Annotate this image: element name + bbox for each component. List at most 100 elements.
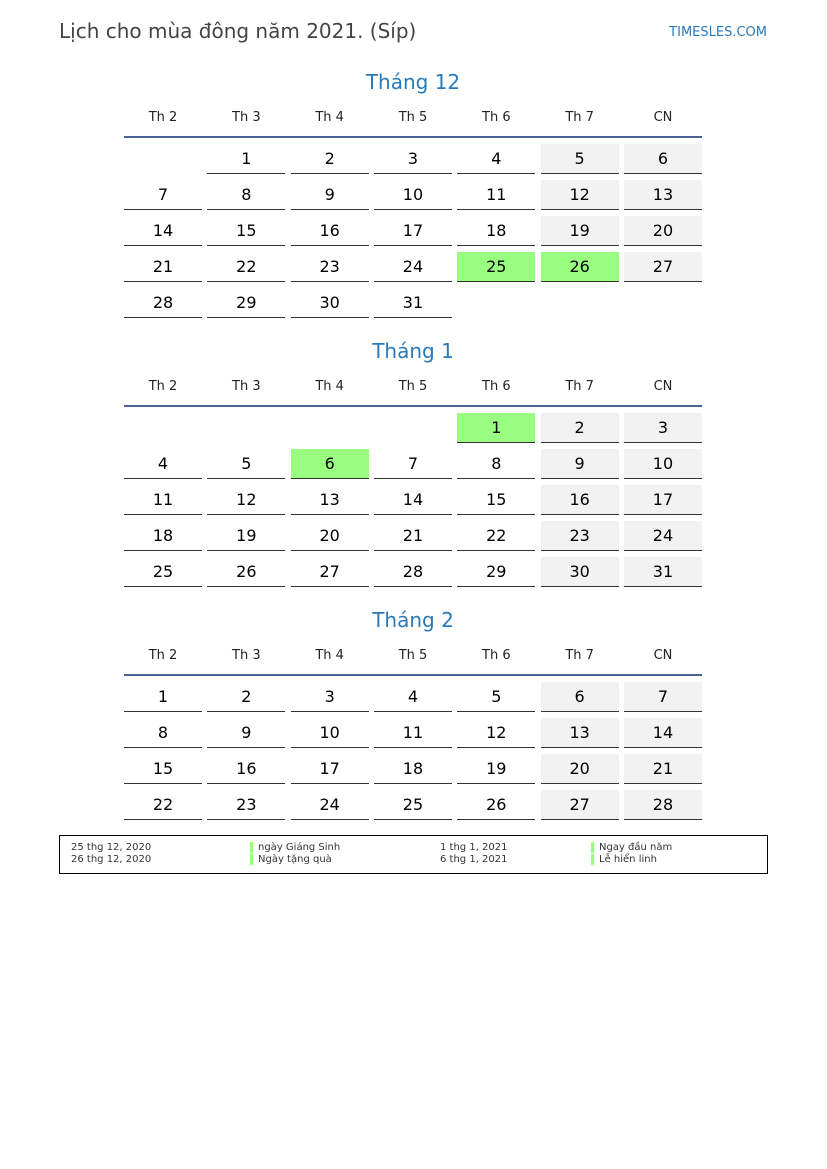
day-cell[interactable]: 3 — [623, 413, 702, 443]
day-cell[interactable]: 3 — [290, 682, 369, 712]
day-cell[interactable]: 5 — [457, 682, 536, 712]
day-cell[interactable]: 27 — [540, 790, 619, 820]
day-cell[interactable]: 4 — [457, 144, 536, 174]
weekday-header: Th 7 — [565, 379, 594, 394]
day-cell[interactable]: 22 — [207, 252, 286, 282]
day-cell[interactable]: 5 — [207, 449, 286, 479]
weekday-header: Th 2 — [148, 648, 178, 663]
day-cell[interactable]: 28 — [623, 790, 702, 820]
day-cell[interactable]: 16 — [207, 754, 286, 784]
day-cell[interactable]: 30 — [290, 288, 369, 318]
day-cell[interactable]: 27 — [623, 252, 702, 282]
day-cell[interactable]: 31 — [373, 288, 452, 318]
day-cell[interactable]: 25 — [124, 557, 202, 587]
day-cell[interactable]: 14 — [124, 216, 202, 246]
day-cell[interactable]: 26 — [207, 557, 286, 587]
legend-date: 6 thg 1, 2021 — [440, 854, 508, 865]
day-cell[interactable]: 18 — [457, 216, 536, 246]
day-cell[interactable]: 12 — [457, 718, 536, 748]
day-cell[interactable]: 2 — [290, 144, 369, 174]
day-cell[interactable]: 24 — [373, 252, 452, 282]
day-cell[interactable]: 20 — [623, 216, 702, 246]
day-cell[interactable]: 18 — [373, 754, 452, 784]
day-cell[interactable]: 31 — [623, 557, 702, 587]
day-cell[interactable]: 25 — [457, 252, 536, 282]
day-cell[interactable]: 22 — [124, 790, 202, 820]
day-cell[interactable]: 8 — [124, 718, 202, 748]
day-cell[interactable]: 9 — [207, 718, 286, 748]
day-cell[interactable]: 19 — [540, 216, 619, 246]
day-cell[interactable]: 14 — [623, 718, 702, 748]
legend-date: 1 thg 1, 2021 — [440, 842, 508, 853]
day-cell[interactable]: 3 — [373, 144, 452, 174]
day-cell[interactable]: 15 — [207, 216, 286, 246]
day-cell[interactable]: 4 — [373, 682, 452, 712]
day-cell[interactable]: 27 — [290, 557, 369, 587]
day-cell[interactable]: 28 — [373, 557, 452, 587]
day-cell[interactable]: 7 — [623, 682, 702, 712]
day-cell[interactable]: 23 — [207, 790, 286, 820]
day-cell[interactable]: 21 — [124, 252, 202, 282]
day-cell[interactable]: 4 — [124, 449, 202, 479]
day-cell[interactable]: 20 — [290, 521, 369, 551]
day-cell[interactable]: 28 — [124, 288, 202, 318]
day-cell[interactable]: 25 — [373, 790, 452, 820]
day-cell[interactable]: 12 — [207, 485, 286, 515]
day-cell[interactable]: 26 — [457, 790, 536, 820]
day-cell[interactable]: 17 — [290, 754, 369, 784]
day-cell[interactable]: 2 — [540, 413, 619, 443]
day-cell[interactable]: 26 — [540, 252, 619, 282]
weekday-header: Th 3 — [232, 648, 261, 663]
day-cell[interactable]: 9 — [540, 449, 619, 479]
day-cell[interactable]: 7 — [373, 449, 452, 479]
day-cell[interactable]: 19 — [207, 521, 286, 551]
day-cell[interactable]: 6 — [540, 682, 619, 712]
day-cell[interactable]: 24 — [623, 521, 702, 551]
day-cell[interactable]: 14 — [373, 485, 452, 515]
day-cell[interactable]: 17 — [623, 485, 702, 515]
legend-holiday-name: ngày Giáng Sinh — [258, 842, 341, 853]
day-cell[interactable]: 15 — [124, 754, 202, 784]
day-cell[interactable]: 10 — [623, 449, 702, 479]
day-cell[interactable]: 15 — [457, 485, 536, 515]
site-link[interactable]: TIMESLES.COM — [669, 25, 767, 40]
month-title: Tháng 2 — [372, 608, 454, 632]
legend-date: 26 thg 12, 2020 — [71, 854, 152, 865]
day-cell[interactable]: 1 — [457, 413, 536, 443]
day-cell[interactable]: 12 — [540, 180, 619, 210]
day-cell[interactable]: 10 — [373, 180, 452, 210]
day-cell[interactable]: 23 — [540, 521, 619, 551]
day-cell[interactable]: 22 — [457, 521, 536, 551]
day-cell[interactable]: 16 — [290, 216, 369, 246]
day-cell[interactable]: 8 — [457, 449, 536, 479]
day-cell[interactable]: 11 — [457, 180, 536, 210]
day-cell[interactable]: 6 — [623, 144, 702, 174]
weekday-header: Th 3 — [232, 379, 261, 394]
day-cell[interactable]: 24 — [290, 790, 369, 820]
day-cell[interactable]: 8 — [207, 180, 286, 210]
day-cell[interactable]: 23 — [290, 252, 369, 282]
day-cell[interactable]: 13 — [290, 485, 369, 515]
day-cell[interactable]: 20 — [540, 754, 619, 784]
day-cell[interactable]: 29 — [457, 557, 536, 587]
day-cell[interactable]: 5 — [540, 144, 619, 174]
day-cell[interactable]: 19 — [457, 754, 536, 784]
day-cell[interactable]: 21 — [373, 521, 452, 551]
day-cell[interactable]: 10 — [290, 718, 369, 748]
day-cell[interactable]: 13 — [540, 718, 619, 748]
day-cell[interactable]: 7 — [124, 180, 202, 210]
day-cell[interactable]: 30 — [540, 557, 619, 587]
day-cell[interactable]: 11 — [124, 485, 202, 515]
day-cell[interactable]: 16 — [540, 485, 619, 515]
day-cell[interactable]: 18 — [124, 521, 202, 551]
day-cell[interactable]: 1 — [207, 144, 286, 174]
day-cell[interactable]: 29 — [207, 288, 286, 318]
day-cell[interactable]: 21 — [623, 754, 702, 784]
day-cell[interactable]: 9 — [290, 180, 369, 210]
day-cell[interactable]: 17 — [373, 216, 452, 246]
day-cell[interactable]: 6 — [290, 449, 369, 479]
day-cell[interactable]: 13 — [623, 180, 702, 210]
day-cell[interactable]: 11 — [373, 718, 452, 748]
day-cell[interactable]: 2 — [207, 682, 286, 712]
day-cell[interactable]: 1 — [124, 682, 202, 712]
